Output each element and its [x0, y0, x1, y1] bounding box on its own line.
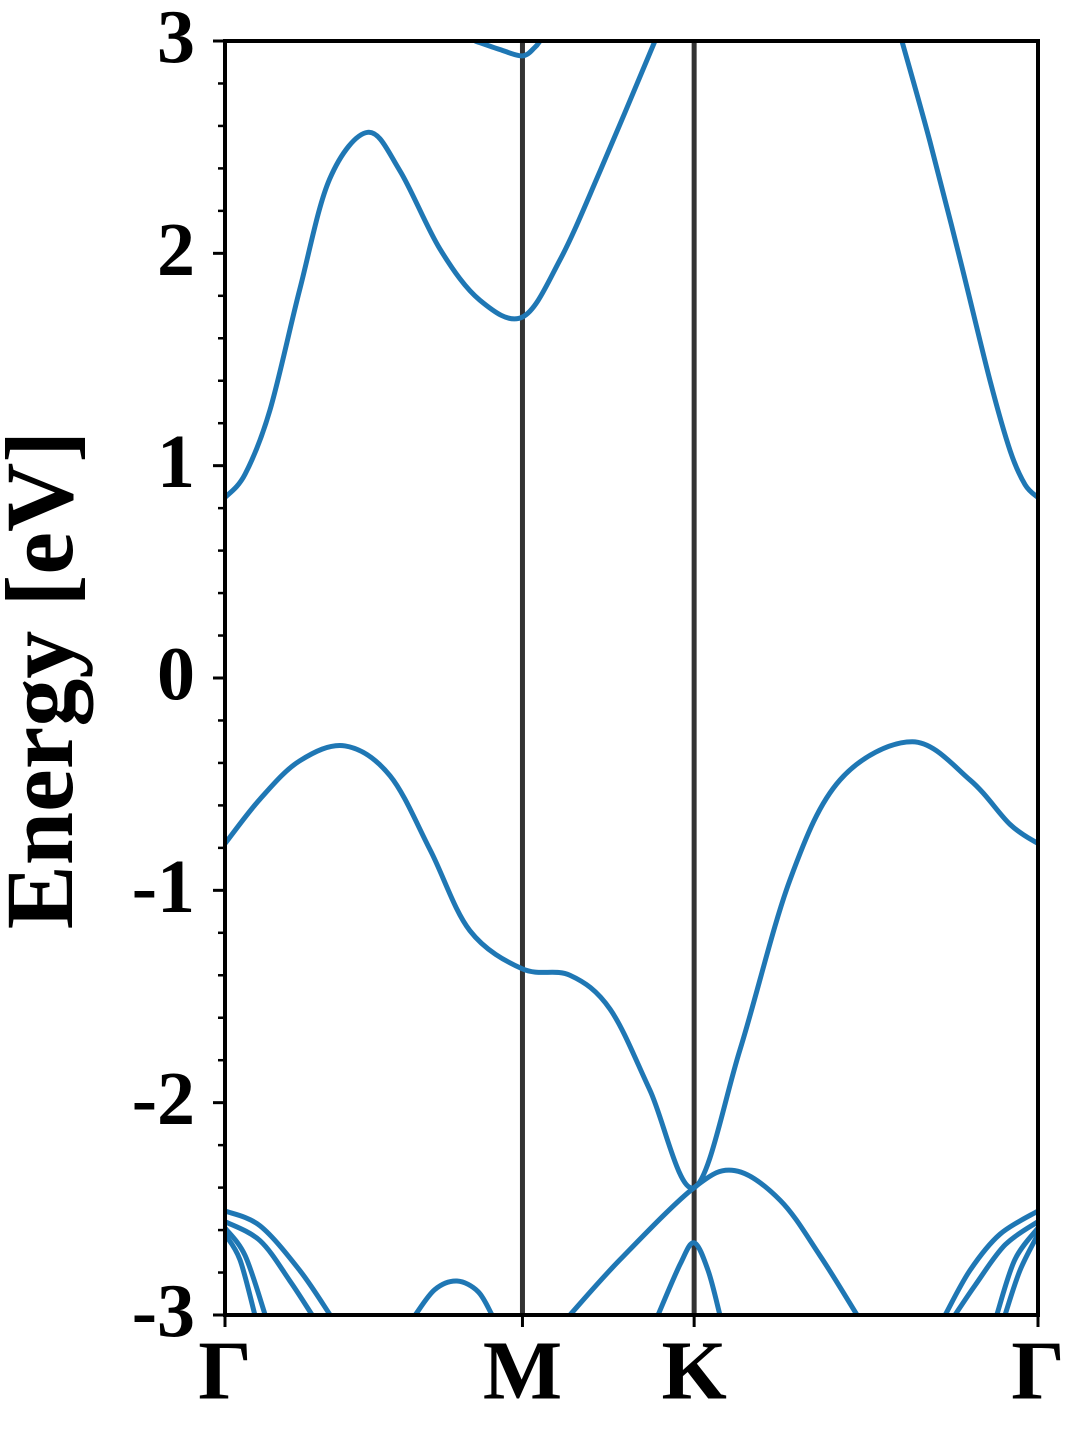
band-line	[225, 739, 1038, 1191]
band-line	[655, 1240, 723, 1315]
y-tick-label: 3	[157, 0, 195, 79]
band-line	[943, 1208, 1038, 1315]
band-line	[1002, 1233, 1038, 1315]
x-tick-label: K	[661, 1324, 726, 1417]
x-tick-label: Γ	[1011, 1324, 1064, 1417]
plot-frame	[223, 39, 1040, 1317]
band-line	[413, 1278, 495, 1315]
x-tick-label: M	[483, 1324, 562, 1417]
band-line	[225, 1208, 333, 1315]
y-tick-label: -1	[132, 845, 195, 929]
band-line	[474, 41, 543, 59]
x-tick-label: Γ	[198, 1324, 251, 1417]
bands	[225, 41, 1038, 1315]
band-line	[225, 41, 658, 500]
y-axis-label: Energy [eV]	[0, 431, 93, 930]
band-line	[952, 1219, 1038, 1315]
y-tick-label: 0	[157, 632, 195, 716]
band-line	[225, 1232, 258, 1315]
y-tick-label: -2	[132, 1057, 195, 1141]
band-line	[225, 1226, 268, 1315]
y-tick-label: 1	[157, 420, 195, 504]
band-line	[568, 1167, 860, 1315]
band-line	[994, 1226, 1038, 1315]
band-line	[225, 1219, 315, 1315]
y-tick-label: 2	[157, 208, 195, 292]
band-line	[899, 41, 1038, 500]
y-tick-label: -3	[132, 1269, 195, 1353]
